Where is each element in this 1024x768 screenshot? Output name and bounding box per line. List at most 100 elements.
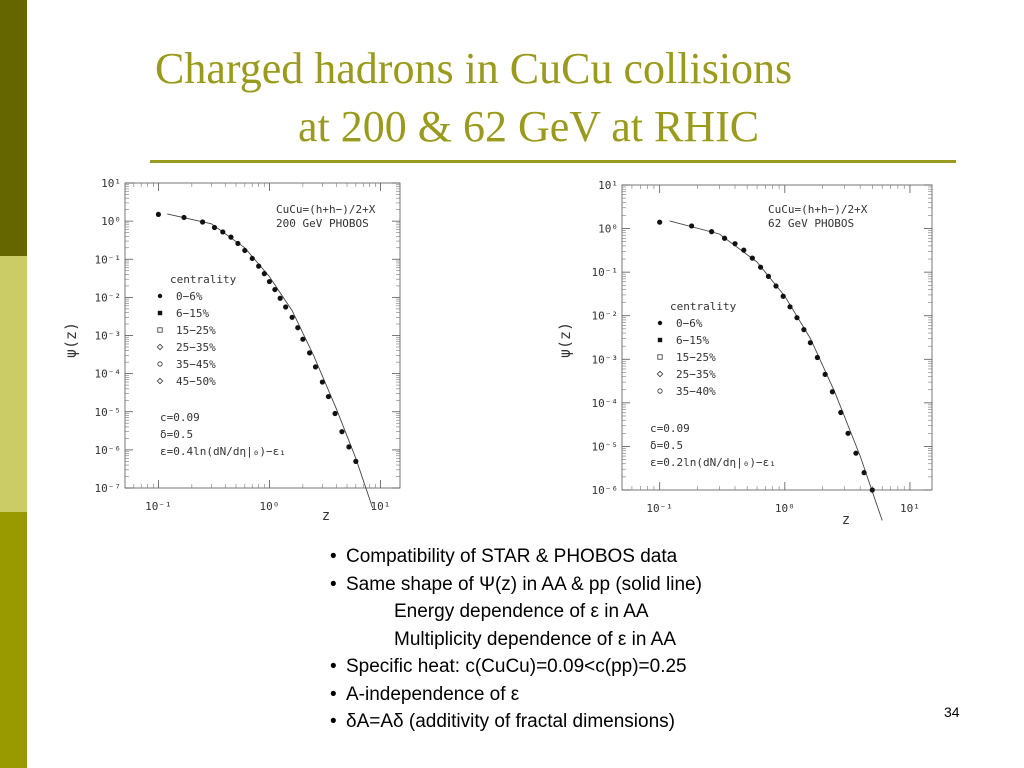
- title-line-2: at 200 & 62 GeV at RHIC: [298, 102, 760, 151]
- chart-annotation: 200 GeV PHOBOS: [276, 217, 369, 230]
- data-point: [657, 219, 663, 225]
- legend-marker: [156, 343, 164, 351]
- bullet-text: Multiplicity dependence of ε in AA: [394, 628, 677, 650]
- sidebar-block-mid: [0, 512, 27, 768]
- y-tick-label: 10⁻¹: [95, 253, 122, 266]
- y-axis-label: ψ(z): [62, 322, 80, 358]
- data-point: [814, 354, 820, 361]
- bullet-item: • Specific heat: c(CuCu)=0.09<c(pp)=0.25: [330, 653, 950, 681]
- data-point: [306, 350, 313, 356]
- chart-annotation: 62 GeV PHOBOS: [768, 217, 854, 230]
- data-point: [853, 450, 859, 456]
- data-point: [199, 219, 206, 225]
- legend-label: 6−15%: [176, 307, 209, 320]
- bullet-item: Multiplicity dependence of ε in AA: [330, 626, 950, 654]
- data-point: [765, 273, 772, 279]
- data-point: [295, 325, 301, 331]
- y-tick-label: 10⁻⁴: [95, 368, 122, 381]
- legend-label: 0−6%: [176, 290, 203, 303]
- data-point: [249, 255, 255, 262]
- data-point: [807, 340, 813, 346]
- data-point: [242, 247, 248, 254]
- x-axis-label: z: [322, 508, 330, 524]
- x-tick-label: 10¹: [900, 502, 920, 515]
- legend-marker: [156, 377, 164, 385]
- y-tick-label: 10⁻³: [95, 330, 122, 343]
- data-point: [794, 315, 800, 321]
- bullet-dot: •: [330, 546, 337, 567]
- data-point: [845, 430, 851, 436]
- data-point: [709, 229, 715, 235]
- y-tick-label: 10⁻⁵: [95, 406, 122, 419]
- legend-marker: [157, 361, 163, 367]
- data-point: [235, 240, 241, 247]
- data-point: [869, 487, 875, 493]
- bullet-text: Specific heat: c(CuCu)=0.09<c(pp)=0.25: [346, 656, 687, 677]
- data-point: [211, 224, 218, 231]
- slide-title: Charged hadrons in CuCu collisions at 20…: [150, 40, 910, 156]
- bullet-text: Compatibility of STAR & PHOBOS data: [346, 546, 678, 567]
- legend-marker: [157, 293, 163, 299]
- bullet-item: • δA=Aδ (additivity of fractal dimensions…: [330, 708, 950, 736]
- legend-marker: [657, 388, 663, 394]
- chart-parameter: δ=0.5: [160, 428, 193, 441]
- sidebar-stripe: [0, 0, 27, 768]
- data-point: [277, 295, 283, 301]
- data-point: [332, 410, 338, 417]
- y-tick-label: 10⁻⁷: [95, 482, 122, 495]
- legend-label: 35−40%: [676, 385, 716, 398]
- y-tick-label: 10⁻²: [95, 291, 122, 304]
- data-point: [721, 235, 728, 241]
- data-point: [319, 379, 326, 385]
- bullet-text: Energy dependence of ε in AA: [394, 601, 649, 622]
- bullet-item: • Same shape of Ψ(z) in AA & pp (solid li…: [330, 571, 950, 599]
- bullet-dot: •: [330, 711, 337, 732]
- chart-parameter: δ=0.5: [650, 439, 683, 452]
- data-point: [256, 263, 262, 269]
- plot-frame: [621, 184, 933, 491]
- y-tick-label: 10⁻⁵: [592, 440, 619, 453]
- legend-title: centrality: [670, 300, 737, 313]
- data-point: [787, 304, 793, 310]
- y-tick-label: 10⁻⁴: [592, 397, 619, 410]
- legend-marker: [657, 320, 663, 326]
- y-tick-label: 10⁻²: [592, 310, 619, 323]
- chart-parameter: c=0.09: [650, 422, 690, 435]
- chart-parameter: ε=0.4ln(dN/dη|₀)−ε₁: [160, 445, 286, 458]
- x-tick-label: 10⁰: [259, 500, 279, 513]
- data-point: [773, 283, 779, 289]
- legend-title: centrality: [170, 273, 237, 286]
- bullet-text: δA=Aδ (additivity of fractal dimensions): [346, 711, 675, 732]
- legend-marker: [656, 370, 664, 378]
- sidebar-block-dark: [0, 0, 27, 256]
- y-axis-label: ψ(z): [556, 322, 574, 358]
- y-tick-label: 10⁻⁶: [592, 484, 619, 497]
- y-tick-label: 10⁻³: [592, 353, 619, 366]
- x-axis-label: z: [842, 512, 850, 528]
- data-point: [689, 223, 695, 229]
- legend-label: 45−50%: [176, 375, 216, 388]
- data-point: [220, 229, 226, 235]
- data-point: [300, 336, 306, 342]
- data-point: [312, 364, 319, 370]
- legend-label: 15−25%: [676, 351, 716, 364]
- title-rule: [150, 160, 956, 163]
- data-point: [732, 241, 738, 247]
- y-tick-label: 10⁻⁶: [95, 444, 122, 457]
- data-point: [801, 327, 807, 333]
- data-point: [272, 286, 278, 293]
- legend-marker: [157, 327, 163, 333]
- y-tick-label: 10⁰: [598, 223, 618, 236]
- legend-label: 35−45%: [176, 358, 216, 371]
- bullet-list: • Compatibility of STAR & PHOBOS data • Sam…: [330, 543, 950, 736]
- page-number: 34: [944, 704, 960, 720]
- bullet-item: Energy dependence of ε in AA: [330, 598, 950, 626]
- sidebar-block-light: [0, 256, 27, 512]
- legend-marker: [657, 354, 663, 360]
- x-tick-label: 10⁻¹: [646, 502, 673, 515]
- data-point: [266, 278, 273, 285]
- legend-label: 25−35%: [176, 341, 216, 354]
- chart-annotation: CuCu=(h+h−)/2+X: [276, 203, 376, 216]
